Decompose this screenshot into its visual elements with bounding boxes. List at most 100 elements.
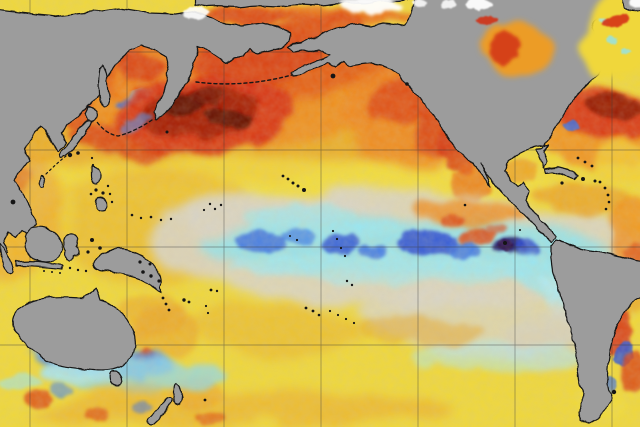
island-dot xyxy=(311,309,315,313)
landmass-mindanao xyxy=(94,197,108,212)
island-dot xyxy=(603,186,607,190)
landmass-australia xyxy=(12,287,136,372)
island-dot xyxy=(560,181,564,185)
island-dot xyxy=(581,177,585,181)
island-dot xyxy=(289,235,291,237)
landmass-new-zealand-south xyxy=(147,396,173,426)
landmass-new-guinea xyxy=(93,248,163,293)
island-dot xyxy=(606,193,610,197)
island-dot xyxy=(206,311,210,315)
island-dot xyxy=(213,207,217,211)
landmass-south-america xyxy=(550,239,640,424)
landmass-sulawesi xyxy=(63,233,81,261)
island-dot xyxy=(98,246,102,250)
overlay-water-layer xyxy=(183,0,640,80)
ice-chukchi xyxy=(340,0,400,13)
island-dot xyxy=(187,300,191,304)
island-dot xyxy=(611,389,617,395)
island-dot-layer xyxy=(10,73,617,402)
ryukyu-islands xyxy=(45,155,67,175)
island-dot xyxy=(67,152,73,158)
island-dot xyxy=(149,274,153,278)
island-dot xyxy=(463,203,467,207)
island-dot xyxy=(90,238,94,242)
island-dot xyxy=(76,151,80,155)
island-dot xyxy=(10,199,16,205)
baffin-cyan-2 xyxy=(621,49,631,55)
island-dot xyxy=(330,73,336,79)
landmass-honshu xyxy=(59,119,93,159)
island-dot xyxy=(345,279,349,283)
island-dot xyxy=(343,254,347,258)
ice-archipelago xyxy=(465,0,491,10)
island-chain-layer xyxy=(45,74,293,175)
landmass-sumatra xyxy=(0,242,14,275)
island-dot xyxy=(219,203,223,207)
island-dot xyxy=(335,237,339,241)
island-dot xyxy=(161,296,165,300)
landmass-java xyxy=(15,260,63,270)
island-dot xyxy=(208,202,212,206)
island-dot xyxy=(350,283,354,287)
island-dot xyxy=(519,229,521,231)
ice-beaufort-2 xyxy=(440,0,456,8)
island-dot xyxy=(148,262,152,266)
island-dot xyxy=(352,321,356,325)
island-dot xyxy=(304,306,308,310)
landmass-sakhalin xyxy=(98,65,110,108)
island-dot xyxy=(593,179,597,183)
island-dot xyxy=(339,246,343,250)
island-dot xyxy=(139,216,143,220)
island-dot xyxy=(51,271,53,273)
island-dot xyxy=(295,238,299,242)
island-dot xyxy=(286,177,290,181)
island-dot xyxy=(590,164,594,168)
island-dot xyxy=(101,191,105,195)
island-dot xyxy=(167,308,171,312)
island-dot xyxy=(296,184,300,188)
island-dot xyxy=(576,156,580,160)
island-dot xyxy=(90,156,94,160)
island-dot xyxy=(336,313,340,317)
island-dot xyxy=(405,82,409,86)
landmass-luzon xyxy=(91,165,102,185)
island-dot xyxy=(204,304,208,308)
landmass-new-zealand-north xyxy=(172,383,183,405)
ice-beaufort-1 xyxy=(412,0,428,7)
island-dot xyxy=(331,229,335,233)
island-dot xyxy=(91,163,95,167)
island-dot xyxy=(86,250,90,254)
island-dot xyxy=(604,207,608,211)
island-dot xyxy=(68,266,72,270)
island-dot xyxy=(157,279,161,283)
island-dot xyxy=(291,181,295,185)
island-dot xyxy=(149,215,153,219)
island-dot xyxy=(141,270,145,274)
kuril-islands xyxy=(96,119,153,137)
island-dot xyxy=(130,213,134,217)
island-dot xyxy=(76,268,80,272)
hudson-bay-red xyxy=(489,31,519,65)
island-dot xyxy=(108,192,112,196)
island-dot xyxy=(302,188,306,192)
island-dot xyxy=(328,309,332,313)
baffin-cyan-1 xyxy=(606,36,618,44)
island-dot xyxy=(281,174,285,178)
landmass-taiwan xyxy=(39,175,46,189)
ice-greenland xyxy=(628,0,640,8)
island-dot xyxy=(503,241,507,245)
island-dot xyxy=(106,184,110,188)
island-dot xyxy=(215,289,219,293)
island-dot xyxy=(203,398,207,402)
island-dot xyxy=(165,130,169,134)
island-dot xyxy=(164,302,168,306)
island-dot xyxy=(209,288,213,292)
island-dot xyxy=(169,217,173,221)
island-dot xyxy=(138,260,142,264)
island-dot xyxy=(84,269,88,273)
island-dot xyxy=(598,180,602,184)
island-dot xyxy=(159,218,163,222)
island-dot xyxy=(43,270,45,272)
